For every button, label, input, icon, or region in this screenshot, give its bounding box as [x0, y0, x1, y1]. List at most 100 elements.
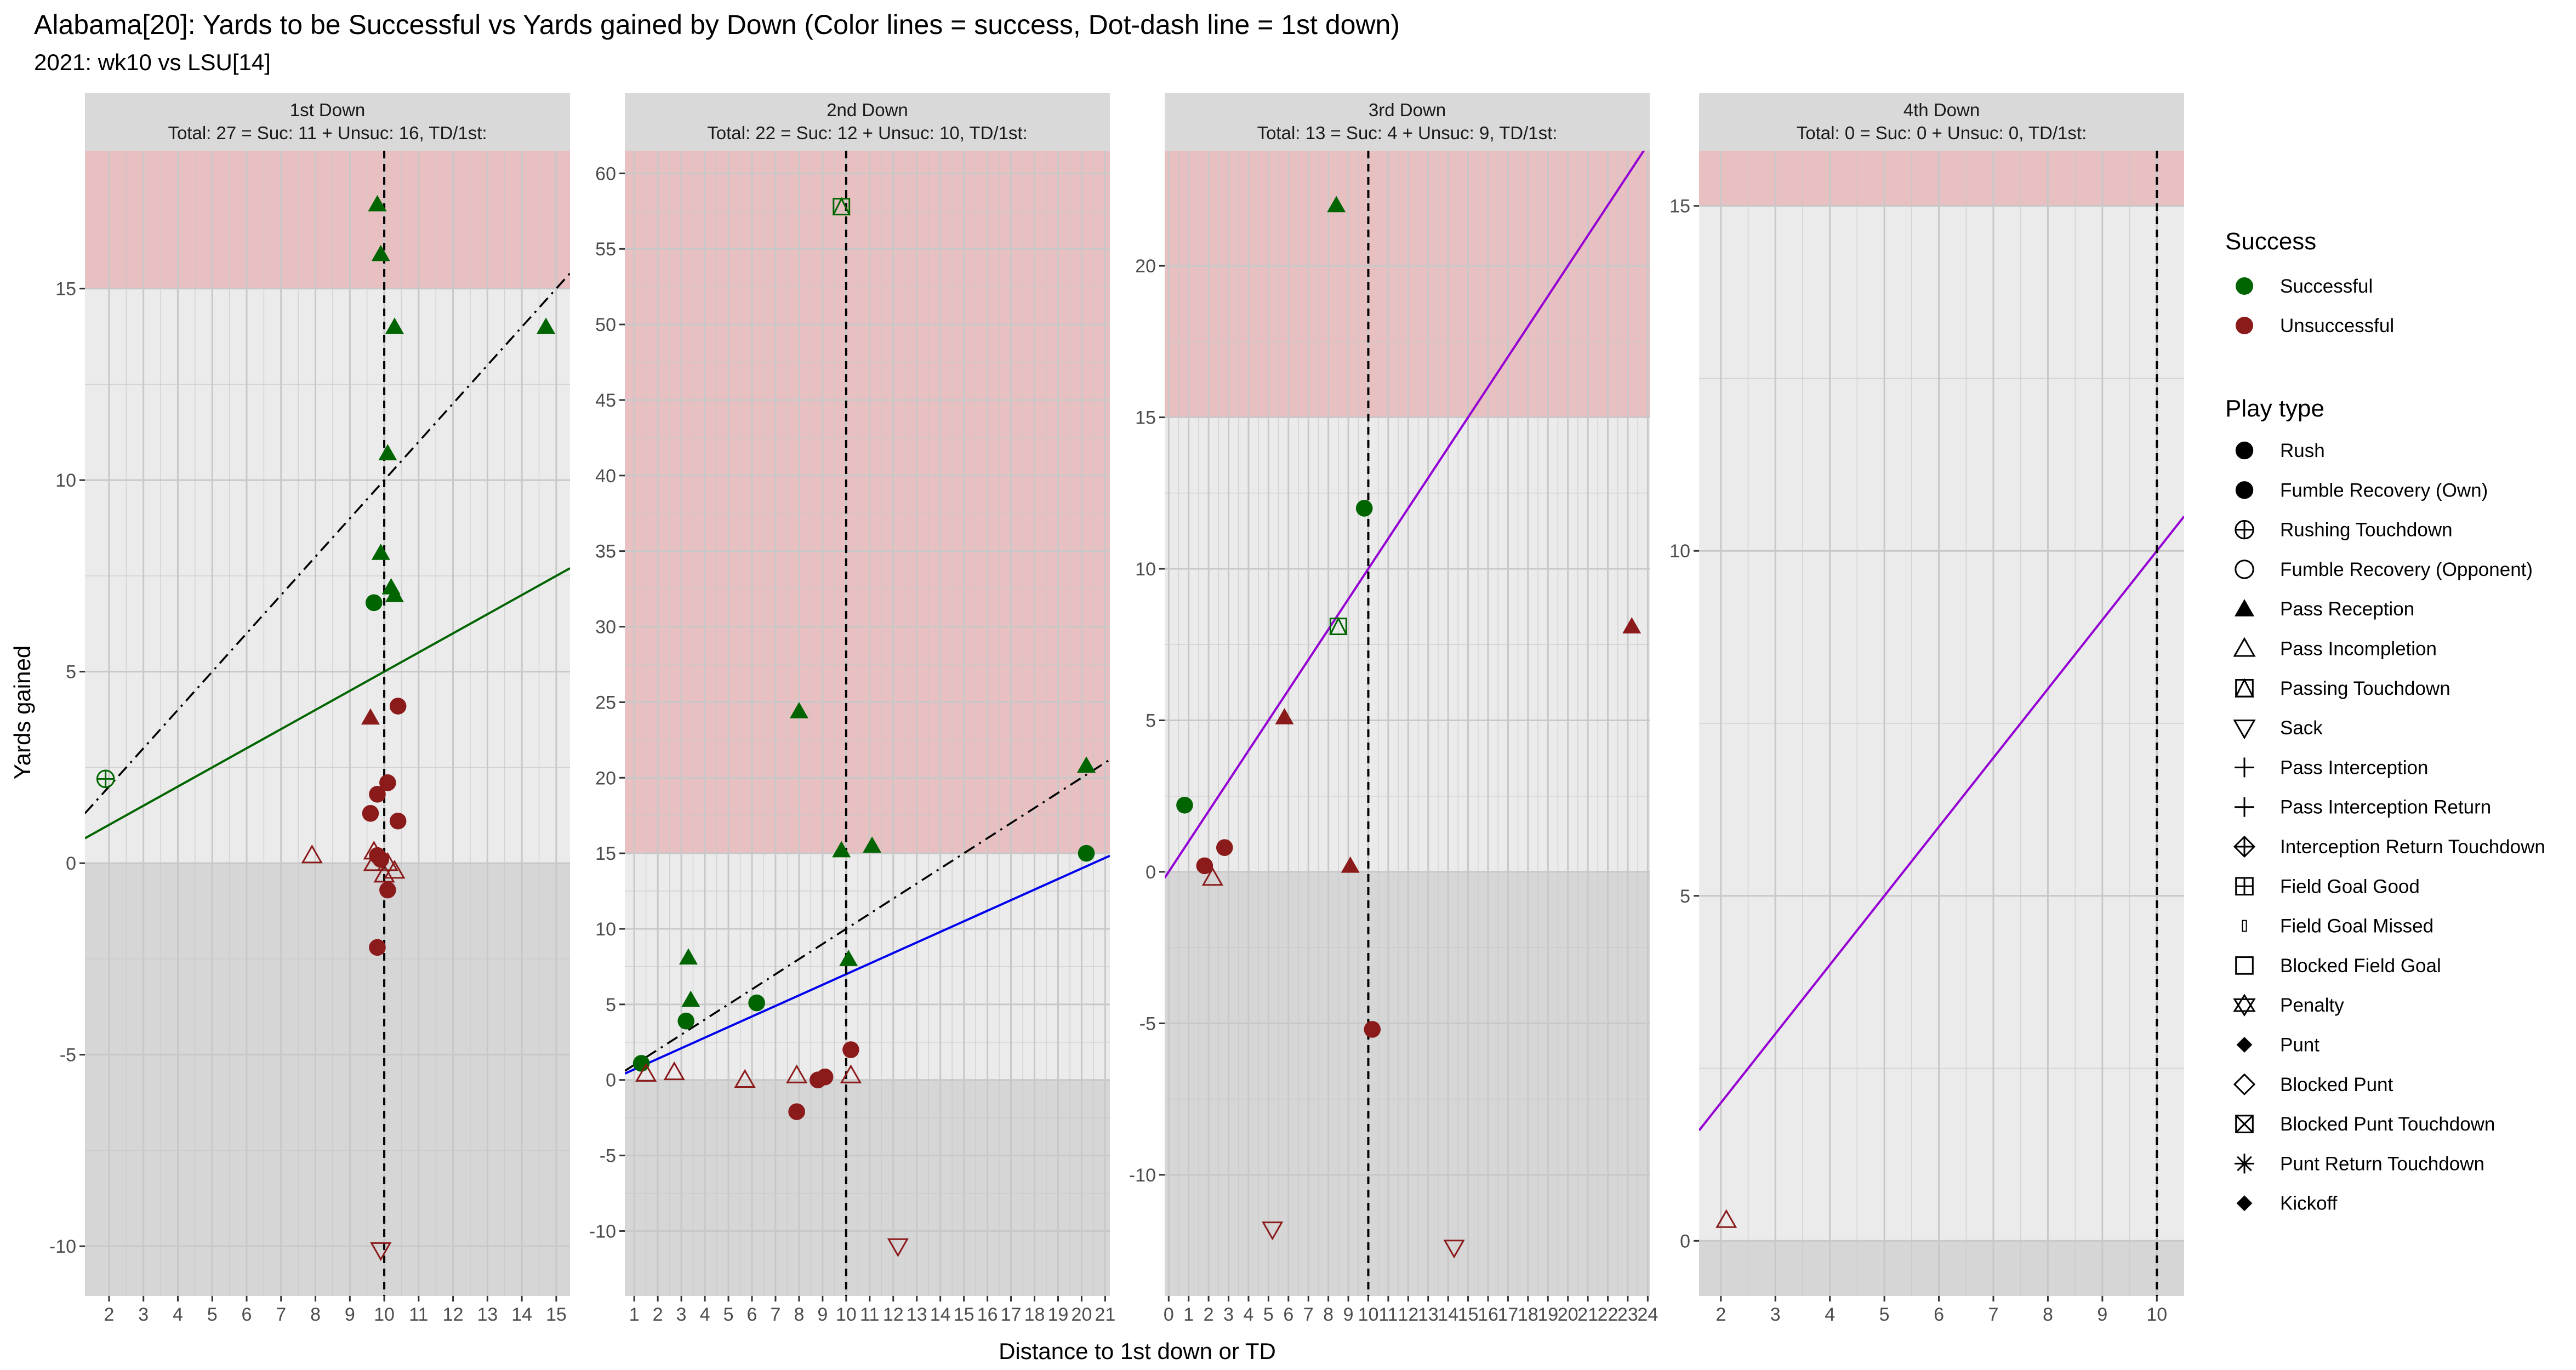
legend-playtype-title: Play type — [2225, 395, 2324, 422]
x-tick-label: 8 — [794, 1304, 804, 1325]
data-point — [1201, 866, 1223, 886]
y-tick-label: 10 — [1135, 559, 1156, 580]
x-tick-label: 1 — [629, 1304, 640, 1325]
legend: Success Successful Unsuccessful Play type Ru… — [2225, 228, 2545, 1214]
data-point — [635, 1063, 657, 1082]
legend-label: Successful — [2280, 276, 2373, 297]
y-tick-label: -5 — [60, 1045, 76, 1066]
x-tick-label: 4 — [1244, 1304, 1254, 1325]
y-tick-label: 60 — [595, 163, 616, 184]
x-tick-label: 14 — [930, 1304, 951, 1325]
data-point — [378, 444, 397, 460]
data-point — [839, 950, 858, 966]
legend-label: Unsuccessful — [2280, 315, 2394, 336]
data-point — [379, 881, 396, 899]
y-tick-label: 25 — [595, 692, 616, 713]
legend-key-square-x-icon — [2235, 1115, 2254, 1133]
legend-key-circle-open-icon — [2235, 560, 2254, 579]
y-tick-label: 5 — [66, 662, 76, 683]
x-tick-label: 13 — [1418, 1304, 1439, 1325]
legend-label: Pass Reception — [2280, 598, 2414, 620]
data-point — [788, 1103, 805, 1120]
x-tick-label: 14 — [1438, 1304, 1458, 1325]
legend-label: Pass Interception — [2280, 757, 2428, 778]
data-point — [1275, 707, 1294, 724]
data-point — [1329, 616, 1348, 636]
y-tick-label: 30 — [595, 617, 616, 638]
x-tick-label: 8 — [1323, 1304, 1333, 1325]
data-point — [371, 244, 390, 261]
data-point — [1216, 839, 1233, 856]
x-tick-label: 2 — [653, 1304, 663, 1325]
data-point — [369, 939, 386, 956]
x-tick-label: 21 — [1577, 1304, 1598, 1325]
y-tick-label: 0 — [66, 853, 76, 874]
success-threshold-line — [1165, 151, 1645, 879]
x-tick-label: 16 — [977, 1304, 998, 1325]
x-tick-label: 5 — [723, 1304, 734, 1325]
first-down-line — [625, 758, 1110, 1072]
legend-key-asterisk-icon — [2235, 1154, 2254, 1174]
data-point — [1355, 500, 1373, 517]
x-tick-label: 18 — [1024, 1304, 1045, 1325]
data-point — [362, 804, 379, 822]
legend-label: Blocked Punt — [2280, 1074, 2393, 1095]
data-point — [816, 1068, 834, 1086]
success-threshold-line — [625, 854, 1110, 1075]
x-tick-label: 7 — [1988, 1304, 1999, 1325]
y-tick-label: 40 — [595, 466, 616, 487]
data-point — [1364, 1021, 1381, 1038]
x-tick-label: 10 — [374, 1304, 395, 1325]
chart-title: Alabama[20]: Yards to be Successful vs Y… — [34, 9, 1400, 40]
y-tick-label: 5 — [1145, 710, 1156, 731]
x-tick-label: 22 — [1598, 1304, 1618, 1325]
legend-label: Blocked Punt Touchdown — [2280, 1114, 2495, 1135]
y-tick-label: -10 — [49, 1236, 76, 1257]
x-tick-label: 19 — [1537, 1304, 1558, 1325]
x-tick-label: 11 — [860, 1304, 879, 1325]
data-point — [1078, 844, 1095, 862]
x-tick-label: 15 — [546, 1304, 567, 1325]
legend-key-square-open-icon — [2235, 956, 2254, 975]
data-point — [369, 786, 386, 803]
facet-strip — [1165, 93, 1650, 151]
y-tick-label: 5 — [606, 995, 616, 1015]
x-tick-label: 6 — [242, 1304, 252, 1325]
facet-strip-title: 3rd Down — [1369, 100, 1446, 120]
data-point — [1262, 1221, 1284, 1241]
facet-2: 2nd Down Total: 22 = Suc: 12 + Unsuc: 10,… — [589, 93, 1115, 1325]
data-point — [1341, 856, 1360, 873]
facet-strip-summary: Total: 0 = Suc: 0 + Unsuc: 0, TD/1st: — [1797, 123, 2087, 143]
y-tick-label: 15 — [1135, 408, 1156, 429]
y-tick-label: 15 — [595, 843, 616, 864]
legend-label: Interception Return Touchdown — [2280, 836, 2545, 858]
data-points — [1716, 1209, 1737, 1228]
x-tick-label: 3 — [676, 1304, 687, 1325]
data-points — [96, 195, 556, 1261]
data-point — [789, 701, 808, 718]
y-tick-label: 20 — [1135, 256, 1156, 277]
y-tick-label: 0 — [1680, 1231, 1690, 1252]
x-tick-label: 6 — [747, 1304, 757, 1325]
data-point — [384, 860, 406, 879]
legend-key-plus-icon — [2235, 757, 2254, 778]
gridlines — [85, 151, 570, 1296]
x-tick-label: 15 — [954, 1304, 974, 1325]
x-tick-label: 20 — [1558, 1304, 1578, 1325]
x-tick-label: 19 — [1048, 1304, 1069, 1325]
x-tick-label: 0 — [1164, 1304, 1174, 1325]
y-tick-label: 10 — [595, 919, 616, 940]
legend-label: Penalty — [2280, 995, 2344, 1016]
legend-key-unsuccessful — [2236, 317, 2253, 334]
x-tick-label: 9 — [345, 1304, 355, 1325]
x-tick-label: 18 — [1518, 1304, 1538, 1325]
legend-key-circle-plus-icon — [2235, 520, 2254, 540]
data-point — [632, 1055, 650, 1072]
x-tick-label: 7 — [276, 1304, 286, 1325]
facet-strip-title: 1st Down — [290, 100, 366, 120]
facet-strip-title: 4th Down — [1903, 100, 1980, 120]
facet-panels: 1st Down Total: 27 = Suc: 11 + Unsuc: 16,… — [49, 93, 2184, 1325]
data-point — [1196, 857, 1213, 875]
chart-subtitle: 2021: wk10 vs LSU[14] — [34, 49, 271, 75]
